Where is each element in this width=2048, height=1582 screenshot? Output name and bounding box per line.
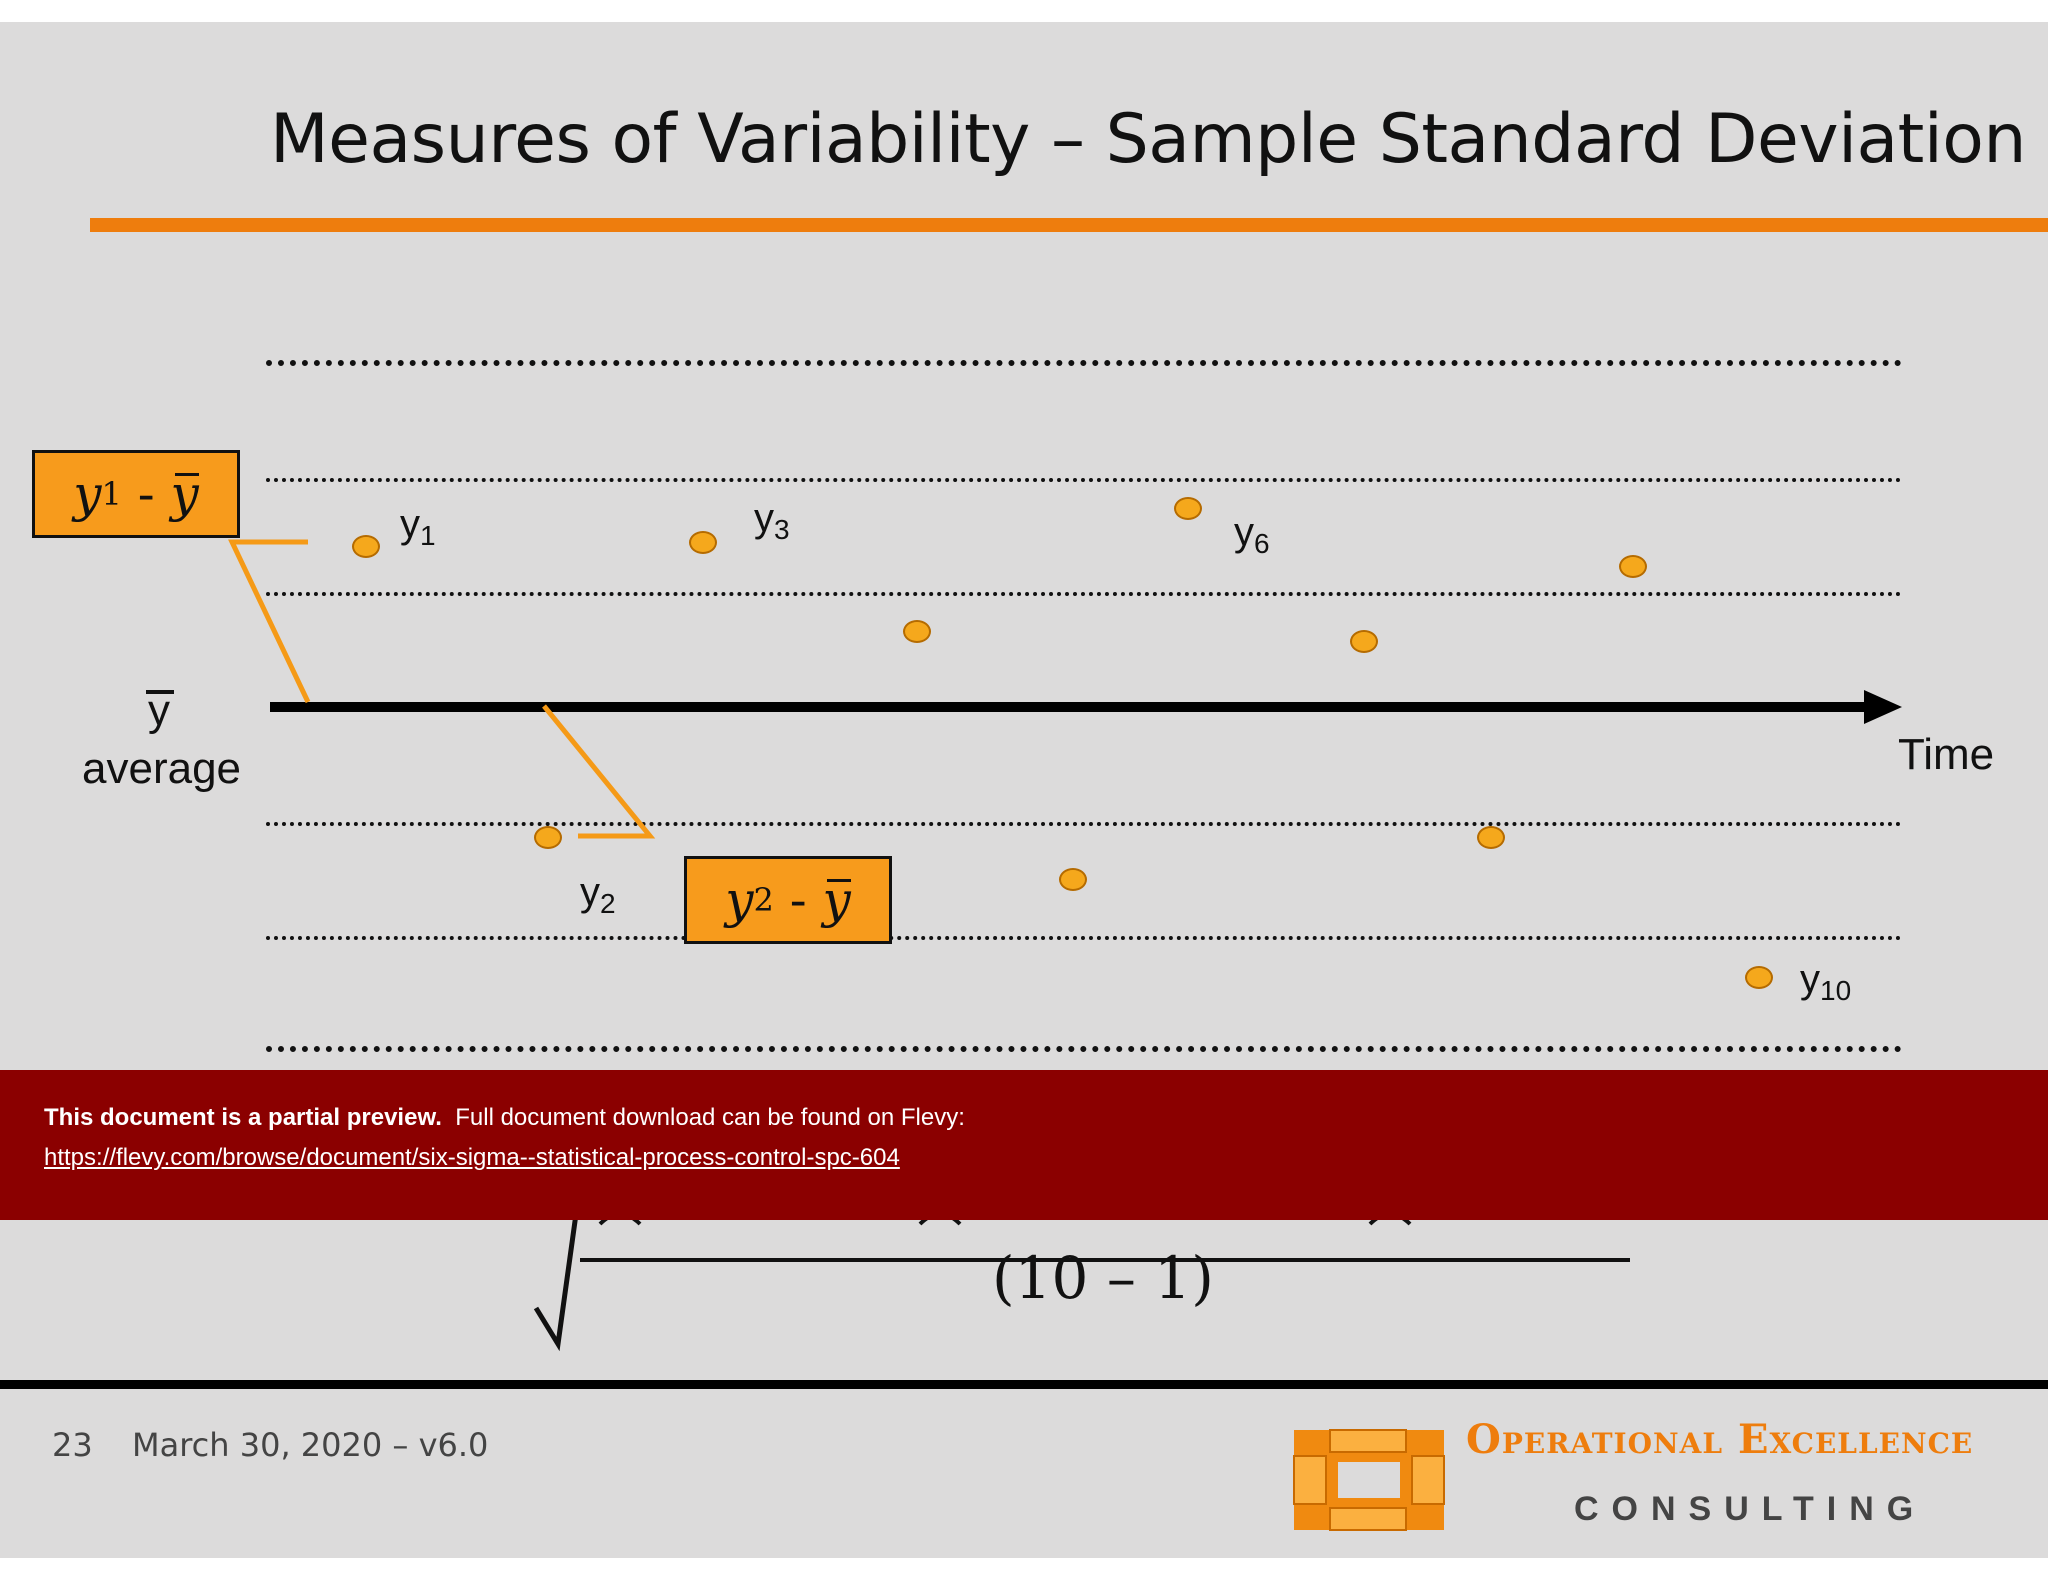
- upper-limit-line: [266, 360, 1902, 366]
- data-point: [1174, 497, 1202, 520]
- data-point: [1619, 555, 1647, 578]
- axis-arrowhead: [1864, 690, 1902, 724]
- deviation-connectors: [228, 539, 656, 839]
- data-point: [1350, 630, 1378, 653]
- data-point: [534, 826, 562, 849]
- time-axis-label: Time: [1898, 730, 1995, 779]
- data-point: [1477, 826, 1505, 849]
- mean-symbol: y: [146, 686, 174, 736]
- mean-symbol-text: y: [148, 686, 170, 735]
- data-point: [352, 535, 380, 558]
- grid-line-minus1: [266, 822, 1902, 826]
- data-point: [689, 531, 717, 554]
- point-label-y6: y6: [1234, 510, 1270, 559]
- grid-line-minus2: [266, 936, 1902, 940]
- data-point: [1745, 966, 1773, 989]
- point-label-y2: y2: [580, 870, 616, 919]
- logo-wordmark: Operational Excellence: [1466, 1416, 1974, 1463]
- footer-rule: [0, 1380, 2048, 1389]
- data-point: [903, 620, 931, 643]
- lower-limit-line: [266, 1046, 1902, 1052]
- mean-label: average: [82, 744, 242, 793]
- banner-message: This document is a partial preview. Full…: [44, 1104, 965, 1132]
- banner-bold-text: This document is a partial preview.: [44, 1104, 442, 1131]
- deviation-connector-2: [542, 704, 656, 839]
- point-label-y10: y10: [1800, 957, 1852, 1006]
- page-number: 23: [52, 1426, 93, 1464]
- point-label-y1: y1: [400, 502, 436, 551]
- data-point: [1059, 868, 1087, 891]
- flevy-link[interactable]: https://flevy.com/browse/document/six-si…: [44, 1144, 900, 1171]
- logo-subtitle: CONSULTING: [1574, 1490, 1927, 1528]
- grid-line-plus1: [266, 592, 1902, 596]
- slide-title: Measures of Variability – Sample Standar…: [270, 100, 2026, 179]
- banner-text: Full document download can be found on F…: [455, 1104, 965, 1131]
- grid-line-plus2: [266, 478, 1902, 482]
- date-version: March 30, 2020 – v6.0: [132, 1426, 489, 1464]
- point-label-y3: y3: [754, 496, 790, 545]
- mean-bar: [146, 690, 174, 694]
- slide: Measures of Variability – Sample Standar…: [0, 22, 2048, 1558]
- deviation-connector-1: [228, 539, 311, 704]
- preview-banner: This document is a partial preview. Full…: [0, 1070, 2048, 1220]
- formula-denominator: (10 – 1): [992, 1244, 1214, 1312]
- mean-axis-line: [270, 702, 1870, 712]
- title-underline: [90, 218, 2048, 232]
- company-logo-mark: [1293, 1429, 1445, 1531]
